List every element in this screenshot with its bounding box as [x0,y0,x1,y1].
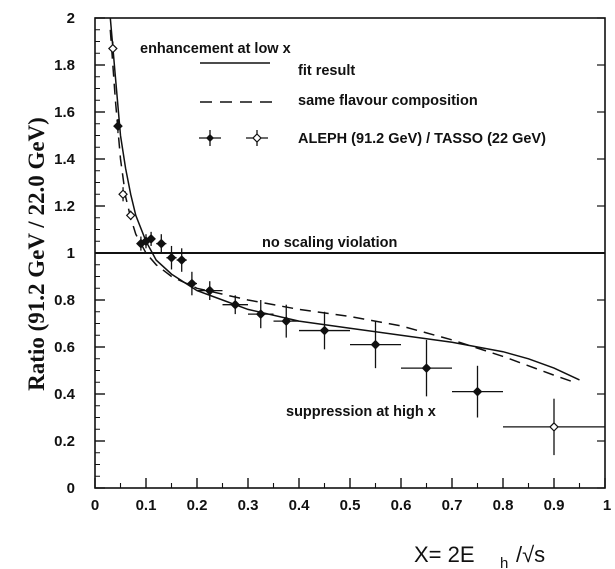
same-flavour-curve [109,29,575,384]
data-point [452,365,503,418]
filled-diamond-marker [472,386,483,397]
data-point [273,304,299,338]
data-point [166,245,177,270]
data-point [186,271,197,296]
open-diamond-marker [125,210,136,221]
x-tick-label: 0.4 [289,497,311,514]
axis-ticks [94,17,606,489]
annotation-enhancement: enhancement at low x [140,41,291,57]
y-tick-label: 0.2 [54,433,75,450]
data-point [401,339,452,397]
filled-diamond-marker [281,316,292,326]
y-tick-label: 1.8 [54,57,75,74]
filled-diamond-marker [204,285,215,296]
data-point [118,187,128,202]
y-tick-label: 1.2 [54,198,75,215]
legend-filled-marker [199,130,221,146]
y-tick-label: 0.6 [54,339,75,356]
x-tick-label: 0.6 [391,497,412,514]
data-point [503,398,605,456]
y-tick-labels: 0 0.2 0.4 0.6 0.8 1 1.2 1.4 1.6 1.8 2 [54,10,76,497]
x-axis-label: X= 2E h /√s [414,542,545,569]
data-point [146,231,156,246]
y-tick-label: 1.4 [54,151,76,168]
data-point [197,281,223,300]
legend-same-flavour-label: same flavour composition [298,93,478,109]
annotation-no-scaling: no scaling violation [262,235,397,251]
x-tick-labels: 0 0.1 0.2 0.3 0.4 0.5 0.6 0.7 0.8 0.9 1 [91,497,611,514]
x-tick-label: 0.5 [340,497,361,514]
data-point [108,41,118,56]
legend: fit result same flavour composition ALEP… [199,62,546,147]
y-axis-label: Ratio (91.2 GeV / 22.0 GeV) [24,117,49,391]
x-tick-label: 0.9 [544,497,565,514]
open-diamond-marker [549,422,559,432]
data-point [176,248,187,272]
y-tick-label: 1 [67,245,75,262]
data-points-group [108,41,605,456]
data-point [156,234,167,253]
open-diamond-marker [108,43,118,54]
y-tick-label: 2 [67,10,75,27]
data-point [350,321,401,369]
legend-data-label: ALEPH (91.2 GeV) / TASSO (22 GeV) [298,131,546,147]
x-axis-label-tail: /√s [516,542,545,567]
x-axis-label-subscript: h [500,555,508,569]
open-diamond-marker [118,189,128,200]
data-point [125,210,136,221]
x-tick-label: 1 [603,497,611,514]
filled-diamond-marker [421,363,432,373]
filled-diamond-marker [176,255,187,265]
filled-diamond-marker [255,309,266,319]
y-tick-label: 0.4 [54,386,76,403]
filled-diamond-marker [166,252,177,263]
filled-diamond-marker [113,121,123,131]
y-tick-label: 0 [67,480,75,497]
data-point [299,311,350,350]
x-tick-label: 0.2 [187,497,208,514]
data-point [113,119,123,134]
x-tick-label: 0.7 [442,497,463,514]
annotation-suppression: suppression at high x [286,404,436,420]
filled-diamond-marker [156,238,167,249]
legend-fit-label: fit result [298,63,355,79]
filled-diamond-marker [146,234,156,244]
x-tick-label: 0.3 [238,497,259,514]
x-tick-label: 0.8 [493,497,514,514]
filled-diamond-marker [187,278,197,289]
filled-diamond-marker [370,339,381,350]
data-point [222,295,248,315]
filled-diamond-marker [319,325,330,336]
x-tick-label: 0 [91,497,99,514]
legend-open-marker [246,130,268,146]
y-tick-label: 1.6 [54,104,75,121]
data-point [248,300,274,329]
filled-diamond-marker [230,299,241,310]
x-axis-label-main: X= 2E [414,542,475,567]
y-tick-label: 0.8 [54,292,75,309]
x-tick-label: 0.1 [136,497,157,514]
